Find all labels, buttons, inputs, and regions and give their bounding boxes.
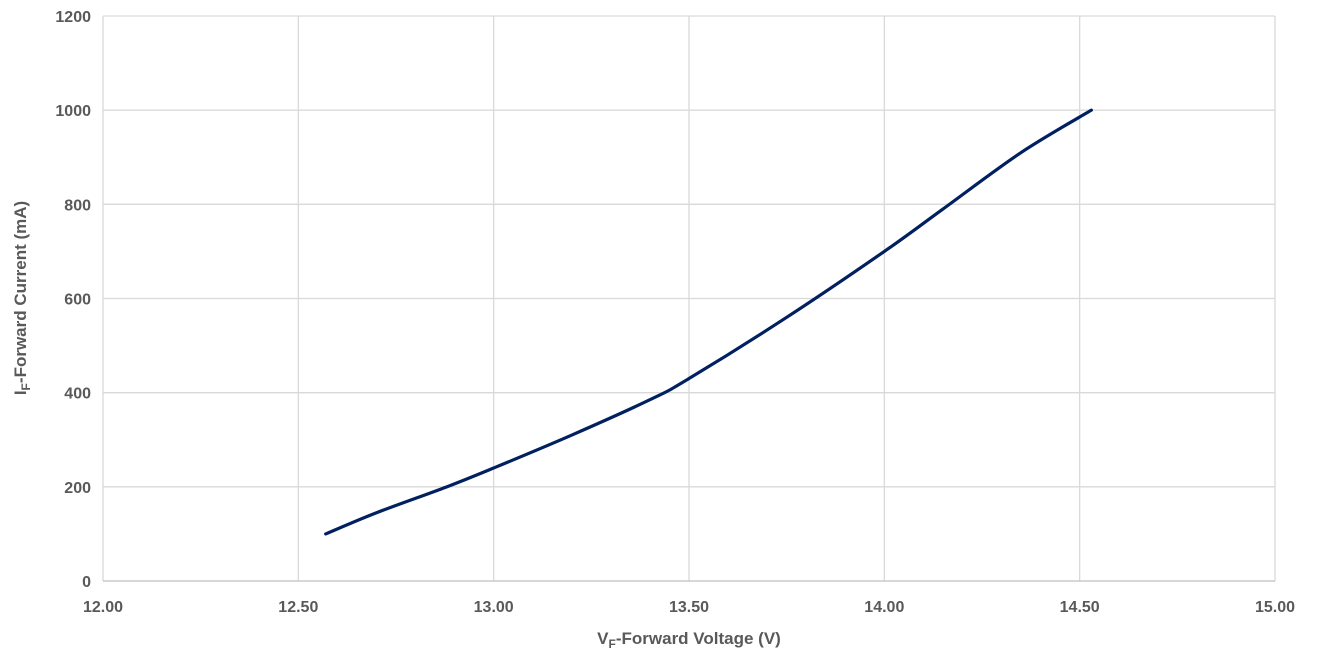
x-tick-label: 13.00 bbox=[474, 599, 514, 616]
tick-labels: 0 200 400 600 800 1000 1200 12.00 12.50 13.00 13.5… bbox=[55, 9, 1295, 616]
y-tick-label: 400 bbox=[64, 386, 91, 403]
series-lines bbox=[324, 108, 1093, 536]
y-tick-label: 0 bbox=[82, 574, 91, 591]
y-tick-label: 1000 bbox=[55, 103, 91, 120]
x-tick-label: 13.50 bbox=[669, 599, 709, 616]
y-tick-label: 1200 bbox=[55, 9, 91, 26]
y-axis-title: IF-Forward Current (mA) bbox=[11, 201, 33, 395]
x-tick-label: 14.00 bbox=[864, 599, 904, 616]
grid-lines bbox=[102, 15, 1276, 581]
x-tick-label: 12.00 bbox=[83, 599, 123, 616]
x-tick-label: 15.00 bbox=[1255, 599, 1295, 616]
x-tick-label: 14.50 bbox=[1060, 599, 1100, 616]
y-tick-label: 600 bbox=[64, 292, 91, 309]
y-tick-label: 200 bbox=[64, 480, 91, 497]
x-axis-title: VF-Forward Voltage (V) bbox=[597, 629, 781, 651]
y-tick-label: 800 bbox=[64, 197, 91, 214]
series-line bbox=[324, 108, 1093, 536]
x-tick-label: 12.50 bbox=[278, 599, 318, 616]
